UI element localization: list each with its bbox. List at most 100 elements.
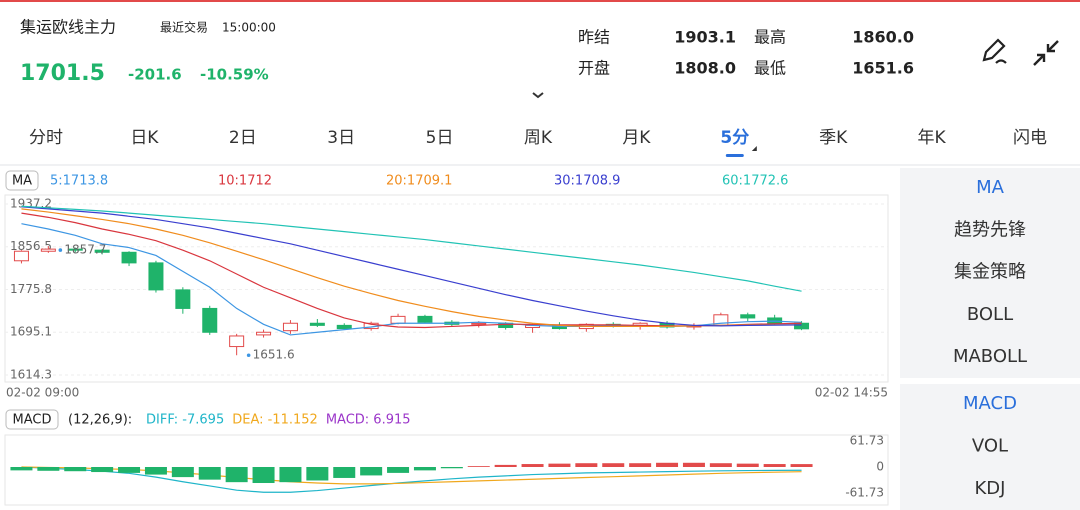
macd-bar <box>10 467 33 471</box>
tab[interactable]: 日K <box>130 128 159 148</box>
macd-bar <box>682 462 705 467</box>
low-marker <box>246 353 251 358</box>
indicator-option[interactable]: 集金策略 <box>954 262 1026 283</box>
collapse-icon[interactable] <box>1033 40 1059 66</box>
candle-body <box>794 322 810 330</box>
stat-label: 开盘 <box>578 59 610 78</box>
macd-bar <box>225 467 248 483</box>
tab[interactable]: 月K <box>622 128 651 148</box>
indicator-option[interactable]: 趋势先锋 <box>954 219 1026 240</box>
legend-entry: MACD: 6.915 <box>326 413 411 428</box>
y-tick-label: 61.73 <box>850 434 884 448</box>
indicator-option[interactable]: KDJ <box>975 478 1006 499</box>
change: -201.6 <box>128 66 182 84</box>
tab[interactable]: 3日 <box>327 128 355 148</box>
ma-line <box>21 206 802 327</box>
candle-body <box>121 251 137 264</box>
legend-entry: 10:1712 <box>218 174 272 189</box>
sub-indicator-panel <box>900 384 1080 510</box>
legend-entry: 20:1709.1 <box>386 174 452 189</box>
ma-line <box>21 208 802 328</box>
main-indicator-panel <box>900 168 1080 378</box>
stat-label: 最低 <box>754 59 786 78</box>
macd-bar <box>306 467 329 481</box>
tab[interactable]: 5分 <box>720 128 749 148</box>
candle-body <box>417 315 433 323</box>
macd-bar <box>64 467 87 472</box>
candle-body <box>13 250 29 262</box>
indicator-option[interactable]: MACD <box>963 393 1017 414</box>
macd-bar <box>279 467 302 483</box>
indicator-option[interactable]: BOLL <box>967 304 1013 325</box>
macd-bar <box>521 464 544 467</box>
macd-bar <box>333 467 356 478</box>
macd-bar <box>575 463 598 467</box>
candle-body <box>282 322 298 332</box>
candle-body <box>148 262 164 291</box>
last-trade-label: 最近交易 <box>160 20 208 35</box>
y-tick-label: 1695.1 <box>10 325 52 339</box>
legend-entry: DIFF: -7.695 <box>146 413 224 428</box>
macd-bar <box>198 467 221 480</box>
x-tick-label: 02-02 14:55 <box>815 386 888 400</box>
y-tick-label: 1614.3 <box>10 368 52 382</box>
stat-value: 1860.0 <box>852 28 914 47</box>
top-bar <box>0 0 1080 2</box>
macd-bar <box>413 467 436 471</box>
macd-bar <box>171 467 194 478</box>
candle-body <box>40 248 56 252</box>
chart-frame <box>4 194 889 383</box>
macd-bar <box>709 463 732 467</box>
divider <box>0 164 1080 166</box>
legend-entry: 30:1708.9 <box>554 174 620 189</box>
candle-body <box>94 249 110 253</box>
stat-label: 最高 <box>754 28 786 47</box>
ma-line <box>21 205 802 292</box>
tab[interactable]: 5日 <box>426 128 454 148</box>
price: 1701.5 <box>20 61 105 86</box>
macd-bar <box>440 467 463 469</box>
candle-body <box>256 331 272 336</box>
macd-bar <box>790 464 813 467</box>
macd-bar <box>118 467 141 473</box>
macd-bar <box>144 467 167 475</box>
expand-chevron[interactable] <box>532 92 544 99</box>
candle-body <box>202 307 218 333</box>
high-marker <box>58 248 63 252</box>
ma-line <box>21 223 802 336</box>
candle-body <box>740 314 756 319</box>
x-tick-label: 02-02 09:00 <box>6 386 79 400</box>
tab[interactable]: 季K <box>819 128 848 148</box>
macd-bar <box>548 463 571 467</box>
tab[interactable]: 周K <box>524 128 553 148</box>
macd-bar <box>629 463 652 467</box>
macd-bar <box>252 467 275 484</box>
edit-icon[interactable] <box>982 38 1007 64</box>
tab[interactable]: 分时 <box>29 128 63 148</box>
macd-bar <box>602 463 625 467</box>
stat-value: 1651.6 <box>852 59 914 78</box>
indicator-option[interactable]: MABOLL <box>953 346 1027 367</box>
tab[interactable]: 年K <box>918 128 947 148</box>
indicator-tag[interactable] <box>5 170 39 191</box>
indicator-option[interactable]: VOL <box>972 436 1008 457</box>
macd-bar <box>656 462 679 467</box>
candle-body <box>175 289 191 309</box>
y-tick-label: -61.73 <box>845 486 884 500</box>
macd-bar <box>763 464 786 467</box>
macd-bar <box>387 467 410 473</box>
stat-value: 1808.0 <box>674 59 736 78</box>
tab-dropdown <box>751 146 757 151</box>
tab[interactable]: 闪电 <box>1013 128 1047 148</box>
tab[interactable]: 2日 <box>229 128 257 148</box>
legend-entry: 60:1772.6 <box>722 174 788 189</box>
low-label: 1651.6 <box>253 348 295 362</box>
indicator-tag[interactable] <box>5 409 59 430</box>
candle-body <box>309 322 325 326</box>
macd-bar <box>736 463 759 467</box>
indicator-option[interactable]: MA <box>976 177 1005 198</box>
change-pct: -10.59% <box>200 66 269 84</box>
macd-bar <box>91 467 114 473</box>
candle-body <box>390 315 406 324</box>
